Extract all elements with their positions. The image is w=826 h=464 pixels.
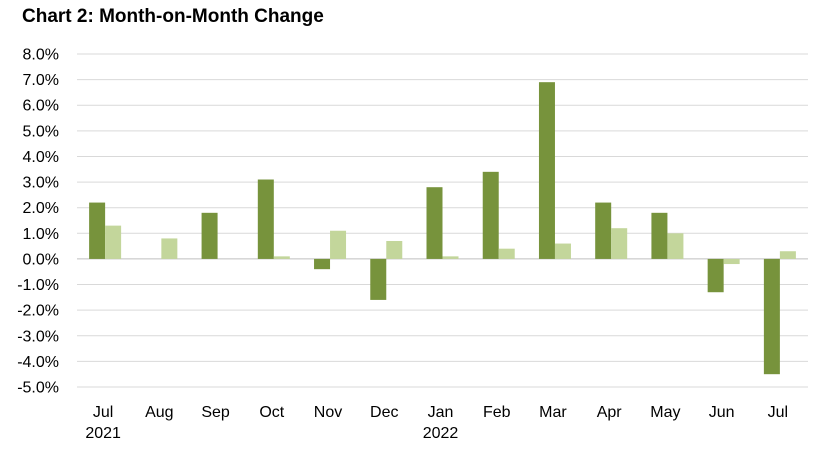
y-tick-label: 6.0% <box>23 98 59 115</box>
bar-series1-mar-8 <box>538 82 555 259</box>
bar-series1-jan-6 <box>426 187 443 259</box>
x-tick-label: Dec <box>370 404 398 421</box>
bar-series2-jun-11 <box>723 258 740 265</box>
y-tick-label: 1.0% <box>23 226 59 243</box>
y-tick-label: 7.0% <box>23 72 59 89</box>
bar-series2-jan-6 <box>442 256 459 259</box>
x-year-label: 2021 <box>85 425 121 442</box>
bar-series1-nov-4 <box>314 258 331 270</box>
y-tick-label: 3.0% <box>23 175 59 192</box>
bar-series2-jul-0 <box>105 225 122 259</box>
x-tick-label: Jul <box>768 404 788 421</box>
bar-series1-may-10 <box>651 212 668 259</box>
bar-series1-sep-2 <box>201 212 218 259</box>
bars <box>89 82 796 375</box>
y-tick-label: -3.0% <box>17 328 59 345</box>
y-tick-label: 8.0% <box>23 47 59 64</box>
y-tick-label: 0.0% <box>23 251 59 268</box>
bar-series1-jun-11 <box>707 258 724 293</box>
bar-series1-jul-12 <box>763 258 780 375</box>
chart-title: Chart 2: Month-on-Month Change <box>22 6 324 27</box>
y-tick-label: 2.0% <box>23 200 59 217</box>
bar-series2-aug-1 <box>161 238 178 259</box>
bar-series1-dec-5 <box>370 258 387 300</box>
x-tick-label: Feb <box>483 404 511 421</box>
bar-series2-mar-8 <box>554 243 571 259</box>
y-tick-label: -5.0% <box>17 380 59 397</box>
x-tick-label: Aug <box>145 404 173 421</box>
y-axis-ticks: 8.0% 7.0% 6.0% 5.0% 4.0% 3.0% 2.0% 1.0% 0.0% -1.0… <box>17 47 59 397</box>
bar-series2-nov-4 <box>330 230 347 259</box>
x-tick-label: Nov <box>314 404 342 421</box>
x-year-label: 2022 <box>423 425 459 442</box>
bar-series2-may-10 <box>667 233 684 259</box>
x-tick-label: Mar <box>539 404 567 421</box>
x-tick-label: Sep <box>201 404 230 421</box>
bar-series2-dec-5 <box>386 240 403 259</box>
y-tick-label: -2.0% <box>17 303 59 320</box>
x-tick-label: May <box>650 404 680 421</box>
x-tick-label: Jul <box>93 404 113 421</box>
x-axis-ticks: Jul 2021 Aug Sep Oct Nov Dec Jan 2022 Feb Mar Apr Ma… <box>85 404 788 442</box>
bar-series1-feb-7 <box>482 171 499 259</box>
bar-series1-apr-9 <box>595 202 612 259</box>
bar-series2-oct-3 <box>273 256 290 259</box>
bar-series2-apr-9 <box>611 228 628 259</box>
x-tick-label: Oct <box>259 404 284 421</box>
y-tick-label: -4.0% <box>17 354 59 371</box>
y-tick-label: 5.0% <box>23 123 59 140</box>
bar-series2-feb-7 <box>498 248 515 259</box>
bar-series1-oct-3 <box>257 179 274 259</box>
x-tick-label: Apr <box>597 404 623 421</box>
x-tick-label: Jan <box>428 404 454 421</box>
bar-series2-jul-12 <box>779 251 796 259</box>
y-tick-label: -1.0% <box>17 277 59 294</box>
x-tick-label: Jun <box>709 404 735 421</box>
bar-series1-jul-0 <box>89 202 106 259</box>
y-tick-label: 4.0% <box>23 149 59 166</box>
